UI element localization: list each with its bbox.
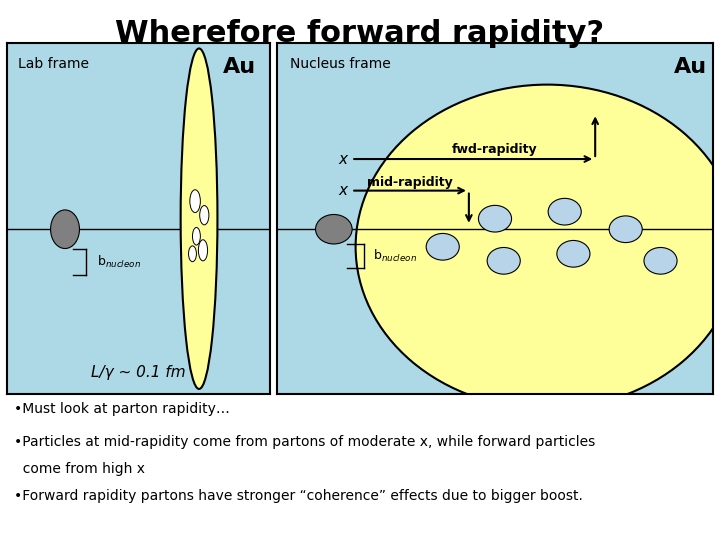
Ellipse shape	[356, 85, 720, 409]
Circle shape	[426, 233, 459, 260]
Text: come from high x: come from high x	[14, 462, 145, 476]
Text: fwd-rapidity: fwd-rapidity	[452, 143, 538, 156]
Text: Wherefore forward rapidity?: Wherefore forward rapidity?	[115, 19, 605, 48]
Circle shape	[557, 240, 590, 267]
Ellipse shape	[199, 240, 207, 261]
Circle shape	[548, 198, 581, 225]
Text: L/γ ~ 0.1 fm: L/γ ~ 0.1 fm	[91, 365, 186, 380]
Circle shape	[644, 247, 677, 274]
Circle shape	[50, 210, 79, 248]
Circle shape	[487, 247, 521, 274]
Text: •Particles at mid-rapidity come from partons of moderate x, while forward partic: •Particles at mid-rapidity come from par…	[14, 435, 595, 449]
Text: Lab frame: Lab frame	[18, 57, 89, 71]
Text: Nucleus frame: Nucleus frame	[290, 57, 391, 71]
Text: b$_{nucleon}$: b$_{nucleon}$	[96, 254, 140, 270]
Text: •Must look at parton rapidity…: •Must look at parton rapidity…	[14, 402, 230, 416]
Text: x: x	[338, 183, 347, 198]
Text: •Forward rapidity partons have stronger “coherence” effects due to bigger boost.: •Forward rapidity partons have stronger …	[14, 489, 583, 503]
Ellipse shape	[189, 246, 197, 262]
Text: b$_{nucleon}$: b$_{nucleon}$	[373, 248, 417, 264]
Ellipse shape	[192, 227, 200, 245]
Ellipse shape	[190, 190, 200, 213]
Circle shape	[479, 205, 511, 232]
Text: x: x	[338, 152, 347, 166]
Ellipse shape	[199, 206, 209, 225]
Text: mid-rapidity: mid-rapidity	[367, 176, 453, 189]
Ellipse shape	[181, 49, 217, 389]
Text: Au: Au	[222, 57, 256, 77]
Circle shape	[315, 214, 352, 244]
Circle shape	[609, 216, 642, 242]
Text: Au: Au	[674, 57, 707, 77]
